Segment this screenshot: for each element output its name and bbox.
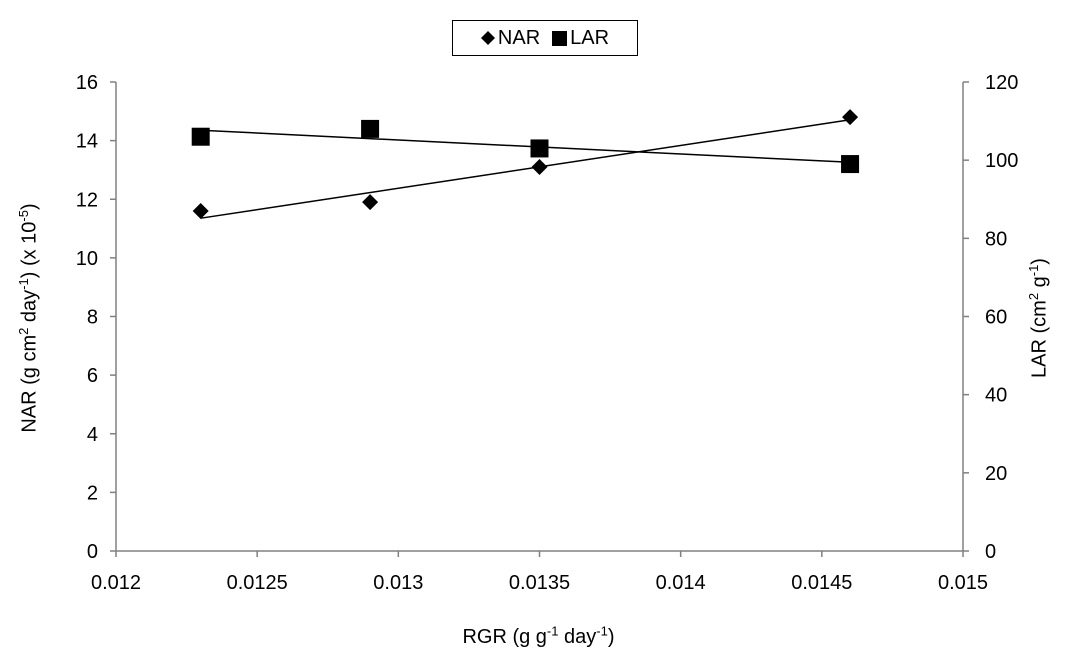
x-tick-label: 0.0145 — [791, 572, 852, 594]
y2-title-part: g — [1028, 276, 1051, 293]
right-y-tick-label: 80 — [985, 228, 1007, 250]
left-y-tick-label: 10 — [76, 248, 98, 270]
x-axis-title: RGR (g g-1 day-1) — [0, 623, 1077, 649]
left-y-tick-label: 12 — [76, 189, 98, 211]
legend-label-nar: NAR — [497, 26, 541, 49]
legend-item-lar: LAR — [552, 27, 609, 50]
left-y-tick-label: 14 — [76, 131, 98, 153]
left-y-tick-label: 4 — [87, 424, 98, 446]
left-y-tick-label: 16 — [76, 72, 98, 94]
left-y-axis-title: NAR (g cm2 day-1) (x 10-5) — [15, 203, 42, 433]
x-title-part: RGR (g g — [462, 626, 547, 648]
trendlines — [200, 119, 851, 219]
x-tick-label: 0.014 — [656, 572, 706, 594]
right-y-tick-label: 120 — [985, 72, 1018, 94]
x-title-part: ) — [607, 626, 615, 648]
left-y-tick-label: 6 — [87, 365, 98, 387]
trendline-nar — [200, 119, 851, 219]
right-y-axis-title: LAR (cm2 g-1) — [1025, 258, 1052, 378]
legend-item-nar: NAR — [480, 26, 541, 50]
right-y-tick-label: 0 — [985, 541, 996, 563]
right-y-tick-labels: 0 20 40 60 80 100 120 — [985, 72, 1018, 563]
y2-title-sup: 2 — [1025, 292, 1041, 301]
data-point-lar — [841, 155, 860, 174]
y2-title-part: ) — [1028, 258, 1051, 265]
data-point-nar — [531, 159, 548, 176]
data-point-lar — [530, 139, 549, 158]
right-y-tick-label: 60 — [985, 307, 1007, 329]
x-tick-label: 0.015 — [938, 572, 988, 594]
y2-title-sup: -1 — [1025, 264, 1041, 277]
right-y-tick-label: 100 — [985, 150, 1018, 172]
x-title-sup: -1 — [546, 623, 559, 639]
data-point-lar — [361, 119, 380, 138]
y1-title-sup: -1 — [15, 278, 31, 290]
x-tick-label: 0.013 — [373, 572, 423, 594]
trendline-lar — [200, 129, 851, 164]
data-point-nar — [192, 202, 209, 219]
y1-title-part: day — [18, 289, 41, 328]
left-y-tick-label: 2 — [87, 482, 98, 504]
y2-title-part: LAR (cm — [1028, 300, 1051, 378]
square-icon — [552, 30, 568, 46]
y1-title-sup: -5 — [15, 210, 31, 222]
x-title-sup: -1 — [596, 623, 608, 639]
left-y-tick-label: 0 — [87, 541, 98, 563]
axes — [110, 81, 969, 557]
diamond-icon — [480, 31, 495, 45]
x-tick-label: 0.012 — [91, 572, 141, 594]
y1-title-part: ) (x 10 — [18, 221, 41, 279]
left-y-tick-label: 8 — [87, 307, 98, 329]
x-tick-label: 0.0125 — [227, 572, 288, 594]
right-y-tick-label: 20 — [985, 463, 1007, 485]
data-markers — [191, 109, 860, 219]
left-y-tick-labels: 0 2 4 6 8 10 12 14 16 — [76, 72, 98, 563]
y1-title-sup: 2 — [15, 327, 31, 335]
data-point-lar — [191, 127, 210, 146]
legend-label-lar: LAR — [570, 26, 610, 49]
y1-title-part: ) — [18, 203, 41, 211]
x-title-part: day — [558, 626, 597, 648]
data-point-nar — [842, 109, 859, 126]
data-point-nar — [362, 194, 379, 211]
legend: NAR LAR — [452, 20, 638, 56]
x-tick-label: 0.0135 — [509, 572, 570, 594]
right-y-tick-label: 40 — [985, 385, 1007, 407]
x-tick-labels: 0.012 0.0125 0.013 0.0135 0.014 0.0145 0.015 — [91, 572, 988, 594]
y1-title-part: NAR (g cm — [18, 334, 41, 433]
